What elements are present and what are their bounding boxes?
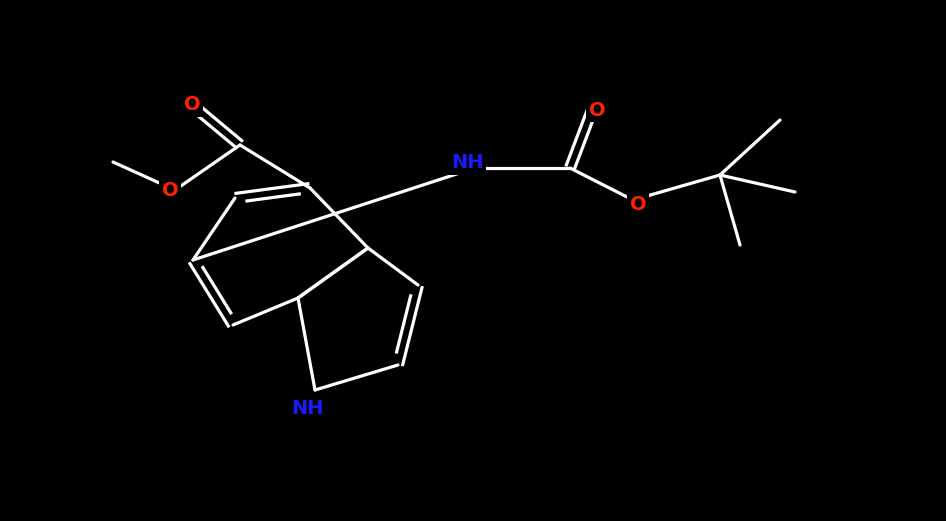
Text: O: O [588,101,605,119]
Text: O: O [162,180,178,200]
Text: O: O [630,195,646,215]
Text: NH: NH [450,154,483,172]
Text: NH: NH [290,399,324,417]
Text: O: O [184,95,201,115]
